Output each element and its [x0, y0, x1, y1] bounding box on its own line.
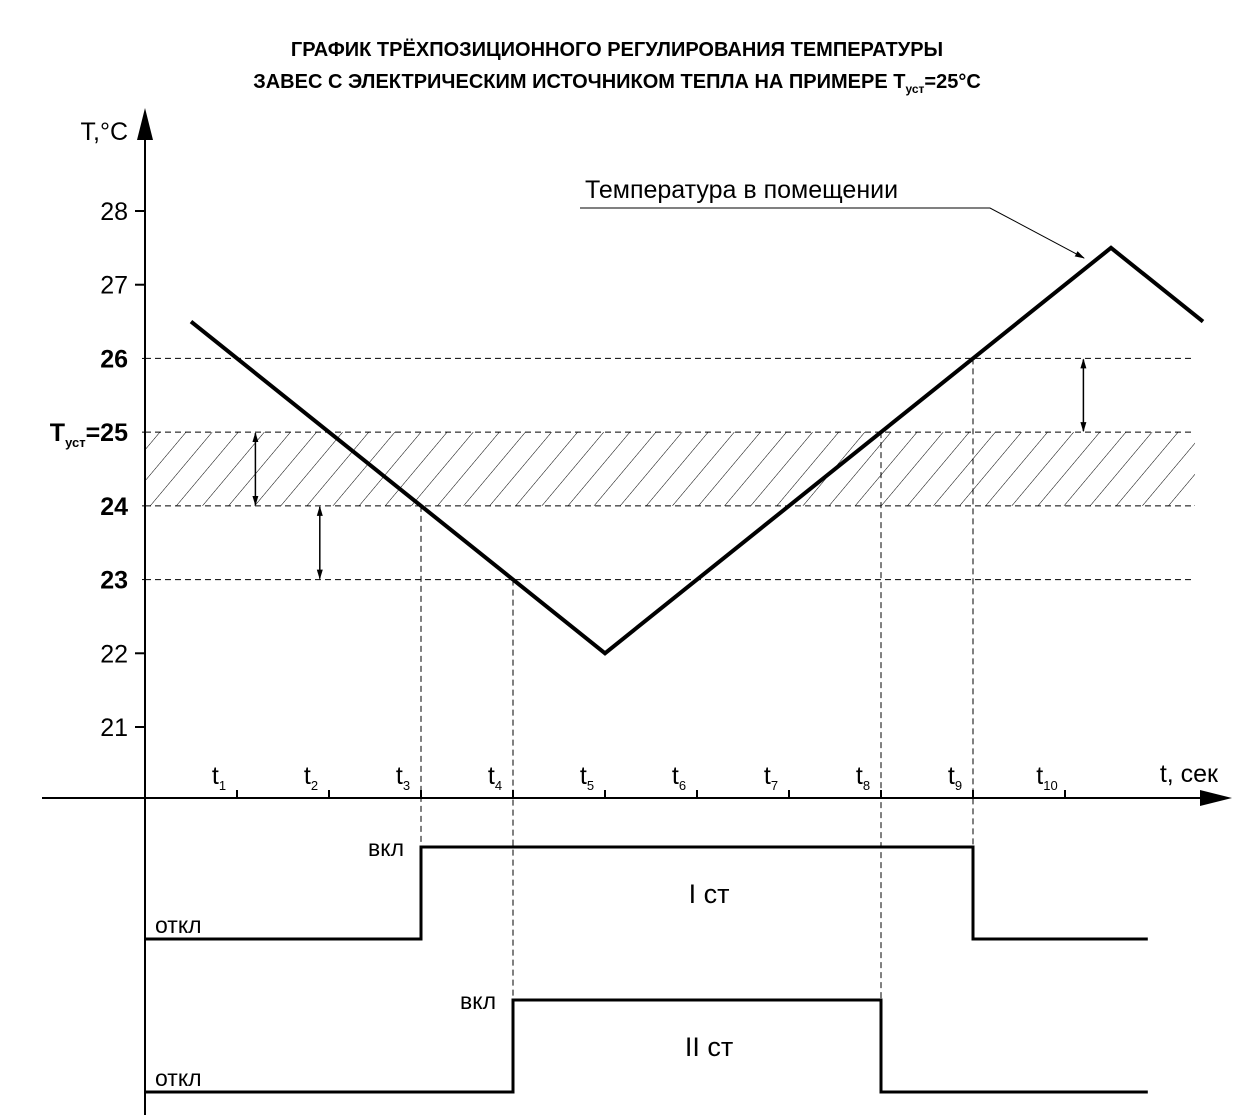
stage-step — [145, 998, 1148, 1094]
y-tick-label: 28 — [100, 198, 128, 226]
y-tick-label: 21 — [100, 714, 128, 742]
x-tick-symbol: t — [580, 762, 587, 790]
x-tick-symbol: t — [672, 762, 679, 790]
x-tick-label: t3 — [396, 762, 410, 793]
setpoint-value: =25 — [86, 419, 129, 447]
stage-step — [145, 845, 1148, 941]
annotation-leader — [580, 207, 1085, 259]
x-tick-label: t7 — [764, 762, 778, 793]
x-tick-subscript: 5 — [587, 778, 594, 793]
x-tick-label: t10 — [1036, 762, 1057, 793]
x-tick-subscript: 1 — [219, 778, 226, 793]
y-tick-label: 23 — [100, 567, 128, 595]
y-axis-arrow — [137, 108, 153, 140]
x-tick-subscript: 8 — [863, 778, 870, 793]
y-axis-label: T,°C — [81, 118, 129, 146]
temperature-line — [189, 245, 1205, 656]
stage-name: II ст — [685, 1032, 733, 1062]
setpoint-subscript: уст — [65, 435, 86, 450]
series-annotation: Температура в помещении — [585, 176, 898, 204]
y-tick-label: 24 — [100, 493, 128, 521]
x-tick-symbol: t — [764, 762, 771, 790]
x-tick-symbol: t — [856, 762, 863, 790]
title-line-2: ЗАВЕС С ЭЛЕКТРИЧЕСКИМ ИСТОЧНИКОМ ТЕПЛА Н… — [253, 71, 981, 96]
x-tick-label: t4 — [488, 762, 502, 793]
y-tick-label: 27 — [100, 272, 128, 300]
x-tick-symbol: t — [1036, 762, 1043, 790]
x-axis-arrow — [1200, 790, 1232, 806]
x-tick-symbol: t — [396, 762, 403, 790]
stage-name: I ст — [689, 879, 730, 909]
title-line-1: ГРАФИК ТРЁХПОЗИЦИОННОГО РЕГУЛИРОВАНИЯ ТЕ… — [291, 38, 943, 61]
y-tick-label: 22 — [100, 640, 128, 668]
hatched-band — [145, 432, 1195, 506]
x-axis-label: t, сек — [1160, 760, 1219, 788]
y-tick-label: 26 — [100, 345, 128, 373]
stage-off-label: откл — [155, 912, 202, 938]
stage-on-label: вкл — [368, 835, 404, 861]
stage-on-label: вкл — [460, 988, 496, 1014]
y-tick-label: Tуст=25 — [50, 419, 128, 450]
x-tick-subscript: 7 — [771, 778, 778, 793]
x-tick-symbol: t — [488, 762, 495, 790]
x-tick-label: t2 — [304, 762, 318, 793]
x-tick-subscript: 4 — [495, 778, 502, 793]
setpoint-symbol: T — [50, 419, 65, 447]
x-tick-subscript: 2 — [311, 778, 318, 793]
x-tick-subscript: 3 — [403, 778, 410, 793]
x-tick-symbol: t — [304, 762, 311, 790]
stage-off-label: откл — [155, 1065, 202, 1091]
x-tick-label: t5 — [580, 762, 594, 793]
x-tick-subscript: 6 — [679, 778, 686, 793]
x-tick-subscript: 10 — [1043, 778, 1057, 793]
x-tick-symbol: t — [948, 762, 955, 790]
x-tick-label: t1 — [212, 762, 226, 793]
x-tick-symbol: t — [212, 762, 219, 790]
x-tick-label: t8 — [856, 762, 870, 793]
x-tick-label: t9 — [948, 762, 962, 793]
x-tick-subscript: 9 — [955, 778, 962, 793]
x-tick-label: t6 — [672, 762, 686, 793]
